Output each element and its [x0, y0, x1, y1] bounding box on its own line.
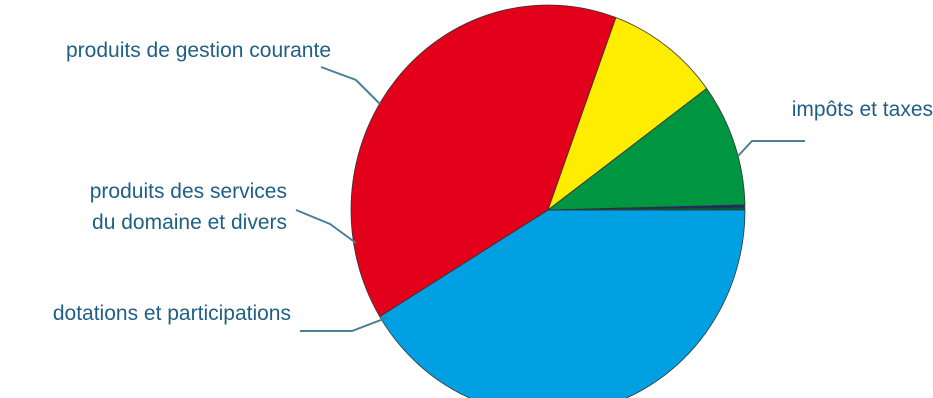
slice-label-0: impôts et taxes — [792, 98, 933, 121]
slice-label-line: impôts et taxes — [792, 98, 933, 121]
pie-slice-3 — [546, 87, 746, 211]
slice-label-3: produits de gestion courante — [66, 39, 331, 62]
pie-slice-0 — [379, 209, 746, 398]
slice-label-line: du domaine et divers — [92, 211, 287, 234]
pie-slice-2 — [547, 17, 708, 212]
slice-label-line: produits des services — [90, 180, 287, 203]
slice-labels: impôts et taxes dotations et participatio… — [53, 39, 933, 325]
slice-label-2: produits des services du domaine et diver… — [90, 180, 287, 234]
slice-label-line: produits de gestion courante — [66, 39, 331, 62]
leader-line-3 — [320, 66, 381, 105]
pie-slices — [350, 4, 746, 398]
leader-lines — [295, 66, 805, 332]
pie-slice-minor-1 — [547, 207, 746, 211]
slice-label-1: dotations et participations — [53, 302, 291, 325]
leader-line-2 — [295, 209, 357, 244]
leader-line-1 — [300, 317, 387, 332]
slice-label-line: dotations et participations — [53, 302, 291, 325]
pie-slice-1 — [350, 4, 617, 318]
leader-line-0 — [737, 140, 805, 157]
